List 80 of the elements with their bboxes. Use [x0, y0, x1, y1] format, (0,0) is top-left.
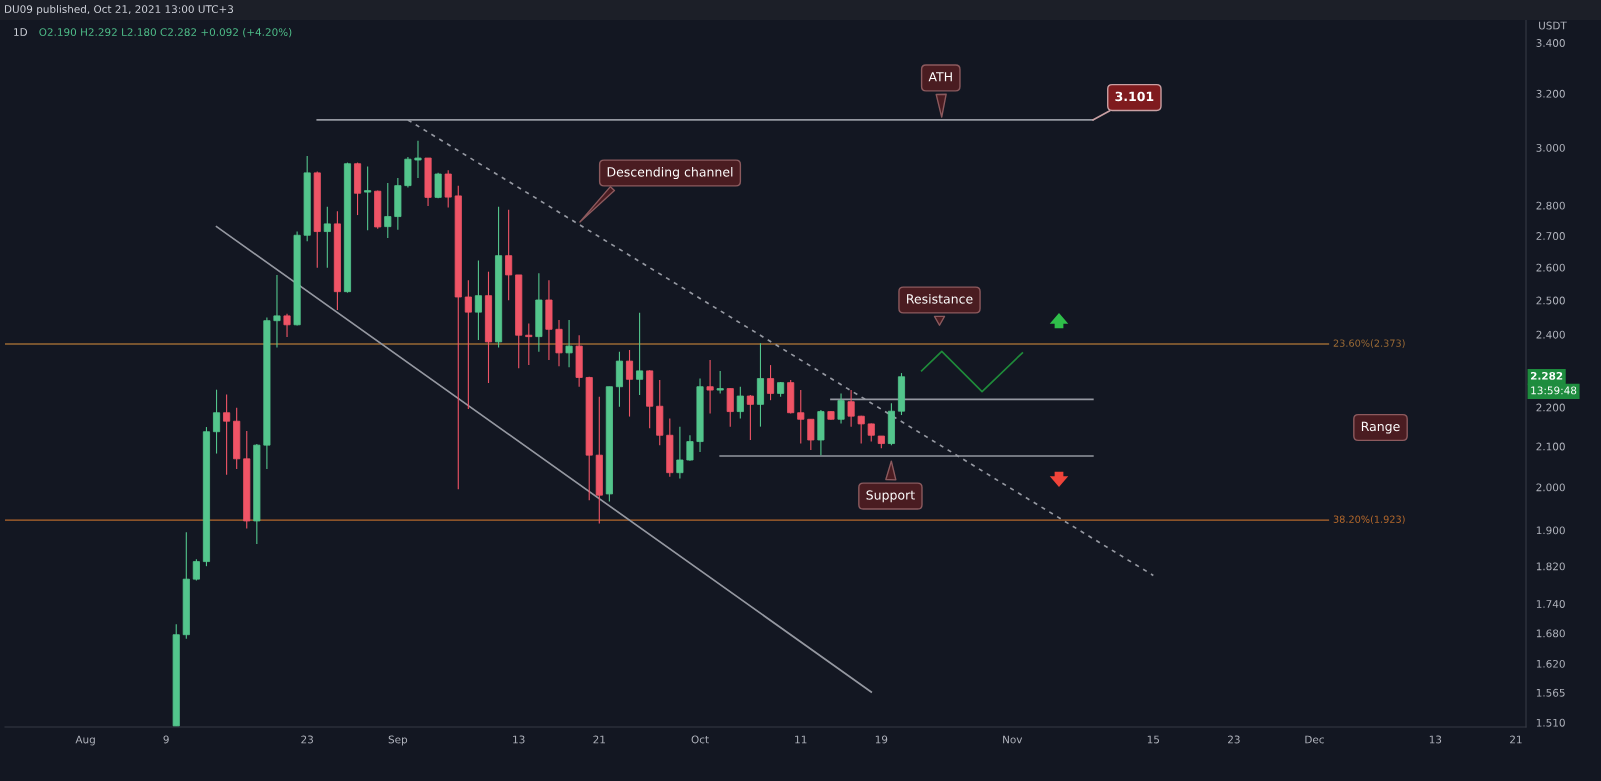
annotation: Descending channel [607, 166, 733, 180]
candlestick [766, 364, 775, 401]
ref-line-label: 38.20%(1.923) [1333, 515, 1405, 525]
y-tick-label: 3.200 [1536, 89, 1565, 98]
candlestick [837, 392, 845, 425]
y-tick-label: 2.400 [1536, 330, 1565, 339]
candlestick [847, 389, 855, 428]
annotation: Support [866, 490, 915, 503]
candlestick [464, 279, 472, 410]
candlestick [525, 322, 533, 366]
candlestick [364, 166, 372, 231]
y-tick-label: 1.565 [1536, 688, 1565, 697]
text: 13:59:48 [1531, 386, 1577, 395]
x-tick-label: Dec [1305, 735, 1324, 744]
x-tick-label: Nov [1003, 735, 1023, 744]
x-tick-label: 23 [301, 735, 313, 744]
text: O2.190 H2.292 L2.180 C2.282 +0.092 (+4.20%) [39, 27, 292, 38]
candlestick [746, 394, 754, 441]
candlestick [414, 140, 422, 179]
x-tick-label: 19 [875, 735, 888, 744]
candlestick [212, 389, 221, 455]
x-tick-label: 23 [1228, 735, 1240, 744]
candlestick [857, 415, 865, 445]
line-series [920, 350, 1024, 393]
candlestick [192, 558, 200, 582]
annotation: ATH [928, 72, 952, 82]
x-tick-label: 21 [1510, 735, 1522, 744]
ref-line-label: 23.60%(2.373) [1333, 339, 1405, 348]
y-tick-label: 1.510 [1536, 718, 1565, 727]
candlestick [726, 388, 734, 428]
candlestick [867, 422, 875, 443]
candlestick [686, 434, 694, 462]
candlestick [706, 359, 714, 415]
y-tick-label: 1.680 [1536, 629, 1565, 638]
y-tick-label: 2.000 [1536, 483, 1565, 492]
candlestick [565, 319, 573, 368]
annotation: Range [1361, 421, 1400, 434]
y-tick-label: 2.500 [1536, 296, 1565, 305]
x-tick-label: 11 [795, 735, 807, 744]
x-tick-label: Oct [691, 735, 709, 744]
y-tick-label: 1.620 [1536, 659, 1565, 668]
candlestick [223, 393, 231, 476]
y-tick-label: 1.820 [1536, 562, 1565, 571]
candlestick [807, 418, 815, 451]
candlestick [505, 209, 513, 301]
x-tick-label: 13 [1429, 735, 1442, 744]
candlestick [474, 259, 482, 341]
x-tick-label: 13 [513, 735, 525, 744]
y-tick-label: 3.400 [1536, 39, 1565, 47]
candlestick [555, 319, 563, 367]
candlestick [283, 313, 291, 338]
candlestick [273, 274, 281, 349]
x-tick-label: 9 [163, 735, 169, 744]
candlestick [384, 182, 392, 239]
candlestick [676, 426, 684, 480]
candlestick [323, 206, 331, 269]
y-tick-label: 2.600 [1536, 263, 1565, 272]
y-tick-label: 2.700 [1536, 232, 1565, 240]
y-tick-label: 2.100 [1536, 442, 1565, 451]
candlestick [444, 169, 452, 209]
candlestick [636, 312, 644, 396]
annotation: 2.282 [1530, 371, 1563, 380]
candlestick [716, 370, 724, 394]
y-tick-label: 2.800 [1536, 201, 1565, 210]
text: DU09 published, Oct 21, 2021 13:00 UTC+3 [5, 4, 234, 16]
annotation: Resistance [907, 293, 973, 304]
annotation: 3.101 [1115, 91, 1154, 102]
y-tick-label: 1.740 [1536, 600, 1565, 608]
x-tick-label: Sep [388, 735, 408, 746]
y-tick-label: 2.200 [1536, 403, 1565, 412]
candlestick [736, 386, 744, 420]
x-tick-label: 21 [593, 735, 605, 744]
x-tick-label: Aug [75, 735, 95, 746]
candlestick [625, 349, 634, 418]
x-tick-label: 15 [1147, 735, 1160, 744]
text: 1D [14, 28, 28, 36]
y-tick-label: 1.900 [1536, 526, 1565, 535]
y-axis-title: USDT [1539, 21, 1567, 30]
candlestick [797, 389, 805, 445]
y-tick-label: 3.000 [1536, 143, 1565, 152]
